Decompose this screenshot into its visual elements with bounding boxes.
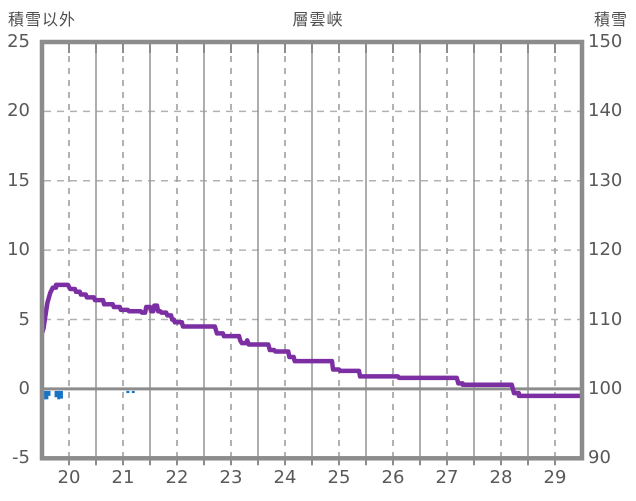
y-axis-right-tick-label: 120 bbox=[588, 239, 623, 261]
precip-bar bbox=[59, 390, 63, 399]
x-axis-tick-label: 23 bbox=[219, 467, 243, 488]
y-axis-left-tick-label: 5 bbox=[18, 308, 30, 330]
precip-bar bbox=[43, 390, 47, 400]
right-axis-title: 積雪 bbox=[593, 10, 628, 29]
y-axis-left-tick-label: 20 bbox=[7, 100, 30, 122]
y-axis-left-tick-label: 15 bbox=[7, 169, 30, 191]
precip-bar bbox=[126, 390, 130, 394]
snow-depth-line bbox=[39, 282, 582, 399]
y-axis-right-tick-label: 110 bbox=[588, 308, 623, 330]
x-axis-tick-label: 26 bbox=[381, 467, 405, 488]
y-axis-right-tick-label: 140 bbox=[588, 100, 623, 122]
left-axis-title: 積雪以外 bbox=[8, 10, 77, 29]
precip-bar bbox=[131, 390, 135, 394]
x-axis-tick-label: 25 bbox=[327, 467, 351, 488]
x-axis-tick-label: 24 bbox=[273, 467, 297, 488]
chart-title: 層雲峡 bbox=[292, 10, 344, 29]
y-axis-right-tick-label: 90 bbox=[588, 447, 611, 469]
precip-bar bbox=[47, 390, 51, 396]
y-axis-left-tick-label: 10 bbox=[7, 239, 30, 261]
x-axis-tick-label: 27 bbox=[435, 467, 459, 488]
x-axis-tick-label: 29 bbox=[543, 467, 567, 488]
precip-bar bbox=[57, 390, 61, 400]
precip-bar bbox=[45, 390, 49, 400]
y-axis-left-tick-label: 0 bbox=[18, 377, 30, 399]
plot-frame bbox=[39, 39, 585, 461]
y-axis-left-tick-label: -5 bbox=[12, 447, 30, 469]
precip-bar bbox=[54, 390, 58, 398]
y-axis-right-tick-label: 130 bbox=[588, 169, 623, 191]
y-axis-left-tick-label: 25 bbox=[7, 31, 30, 52]
x-axis-tick-label: 28 bbox=[489, 467, 513, 488]
y-axis-right-tick-label: 100 bbox=[588, 377, 623, 399]
x-axis-tick-label: 20 bbox=[57, 467, 81, 488]
x-axis-tick-label: 21 bbox=[111, 467, 135, 488]
y-axis-right-tick-label: 150 bbox=[588, 31, 623, 52]
x-axis-tick-label: 22 bbox=[165, 467, 189, 488]
